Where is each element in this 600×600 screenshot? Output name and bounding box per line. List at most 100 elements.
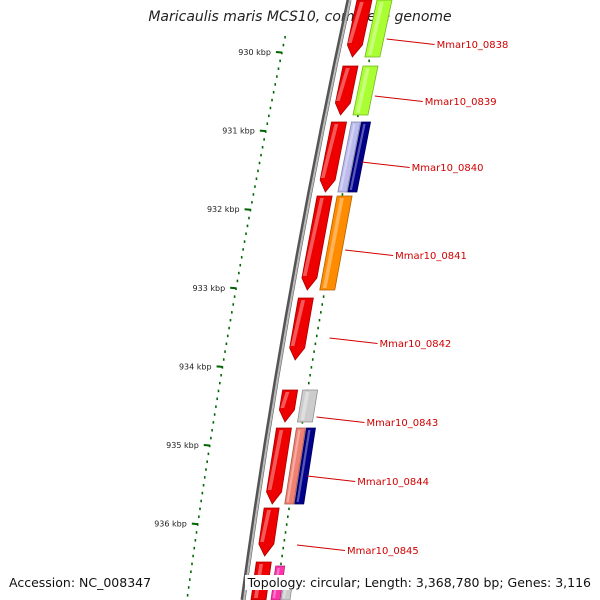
outer-scale-dot (283, 539, 286, 542)
annotation-track-block[interactable] (319, 195, 353, 291)
forward-strand-arrow[interactable] (278, 389, 299, 423)
gene-label-text[interactable]: Mmar10_0842 (380, 339, 452, 350)
accession-text: Accession: NC_008347 (9, 575, 152, 590)
gene-label[interactable]: Mmar10_0838 (386, 38, 509, 51)
scale-dot (236, 279, 239, 283)
gene-label-text[interactable]: Mmar10_0839 (425, 97, 497, 108)
gene-label[interactable]: Mmar10_0839 (374, 95, 497, 108)
gene-feature[interactable] (319, 121, 372, 193)
scale-dot (224, 350, 226, 353)
scale-dot (192, 554, 194, 558)
scale-dot (231, 311, 233, 314)
scale-dot (196, 523, 199, 526)
gene-feature[interactable] (346, 0, 393, 58)
scale-dot (225, 342, 228, 346)
scale-dot (229, 318, 232, 322)
scale-dot (266, 122, 269, 125)
gene-feature[interactable] (258, 507, 280, 557)
gene-label[interactable]: Mmar10_0842 (329, 337, 452, 350)
kbp-tick-label: 933 kbp (193, 284, 226, 293)
outer-scale-dot (317, 326, 319, 330)
forward-strand-arrow[interactable] (334, 65, 359, 116)
scale-dot (263, 138, 265, 141)
outer-scale-dot (280, 562, 282, 566)
outer-scale-dot (313, 350, 315, 353)
scale-dot (280, 51, 283, 55)
annotation-track-block[interactable] (347, 121, 372, 193)
kbp-tick: 931 kbp (222, 127, 266, 136)
outer-scale-dot (368, 59, 370, 63)
gene-feature[interactable] (334, 65, 379, 116)
scale-dot (239, 263, 242, 267)
scale-dot (205, 468, 207, 471)
gene-feature[interactable] (289, 297, 314, 361)
scale-dot (216, 397, 218, 401)
annotation-track-block[interactable] (352, 65, 379, 116)
gene-feature[interactable] (278, 389, 319, 423)
annotation-track-block[interactable] (337, 121, 362, 193)
outer-scale-dot (320, 311, 322, 314)
scale-dot (282, 43, 285, 47)
scale-dot (255, 177, 258, 180)
gene-label[interactable]: Mmar10_0844 (307, 475, 429, 488)
gene-label[interactable]: Mmar10_0845 (296, 544, 419, 557)
scale-dot (276, 75, 278, 78)
scale-dot (268, 114, 270, 118)
scale-dot (279, 59, 281, 63)
gene-labels: Mmar10_0838 Mmar10_0839 Mmar10_0840 Mmar10_… (296, 38, 509, 557)
gene-label-text[interactable]: Mmar10_0840 (412, 163, 484, 174)
gene-feature[interactable] (266, 427, 316, 505)
gene-label-text[interactable]: Mmar10_0844 (357, 477, 429, 488)
scale-dot (235, 287, 237, 291)
kbp-tick: 934 kbp (179, 362, 223, 371)
forward-strand-arrow[interactable] (266, 427, 292, 505)
forward-strand-arrow[interactable] (289, 297, 314, 361)
scale-dot (240, 256, 243, 259)
scale-dot (211, 429, 213, 432)
gene-label-text[interactable]: Mmar10_0841 (395, 251, 467, 262)
gene-feature[interactable] (301, 195, 353, 291)
gene-features (250, 0, 393, 600)
scale-dot (271, 98, 273, 102)
outer-scale-dot (284, 531, 287, 534)
outer-scale-dot (314, 342, 317, 346)
gene-label-text[interactable]: Mmar10_0838 (437, 40, 509, 51)
annotation-track-block[interactable] (296, 389, 319, 423)
scale-dot (221, 366, 224, 369)
annotation-track-block[interactable] (294, 427, 316, 505)
scale-dot (207, 452, 210, 456)
scale-dot (226, 334, 229, 338)
kbp-tick: 933 kbp (193, 284, 237, 293)
gene-label[interactable]: Mmar10_0843 (316, 416, 438, 429)
forward-strand-arrow[interactable] (258, 507, 280, 557)
kbp-tick-label: 934 kbp (179, 362, 212, 371)
forward-strand-arrow[interactable] (346, 0, 373, 58)
scale-dot (264, 130, 267, 133)
scale-dot (193, 546, 196, 550)
scale-dot (198, 515, 200, 518)
scale-dot (252, 193, 255, 196)
scale-dot (245, 232, 247, 235)
forward-strand-arrow[interactable] (301, 195, 333, 291)
scale-dot (194, 539, 197, 542)
kbp-tick: 932 kbp (207, 205, 251, 214)
annotation-track-block[interactable] (284, 427, 306, 505)
scale-dot (191, 562, 193, 566)
kbp-tick-label: 932 kbp (207, 205, 240, 214)
scale-dot (260, 153, 262, 157)
forward-strand-arrow[interactable] (319, 121, 348, 193)
gene-label[interactable]: Mmar10_0841 (345, 249, 467, 262)
gene-label-text[interactable]: Mmar10_0845 (347, 546, 419, 557)
annotation-track-block[interactable] (364, 0, 393, 58)
gene-label[interactable]: Mmar10_0840 (361, 161, 484, 174)
kbp-tick: 935 kbp (166, 441, 210, 450)
outer-scale-dot (310, 366, 313, 369)
scale-dot (213, 413, 216, 416)
scale-dot (206, 460, 208, 463)
scale-dot (232, 303, 235, 306)
scale-dot (195, 531, 198, 534)
gene-label-text[interactable]: Mmar10_0843 (366, 418, 438, 429)
outer-scale-dot (311, 358, 314, 361)
outer-scale-dot (357, 114, 359, 118)
